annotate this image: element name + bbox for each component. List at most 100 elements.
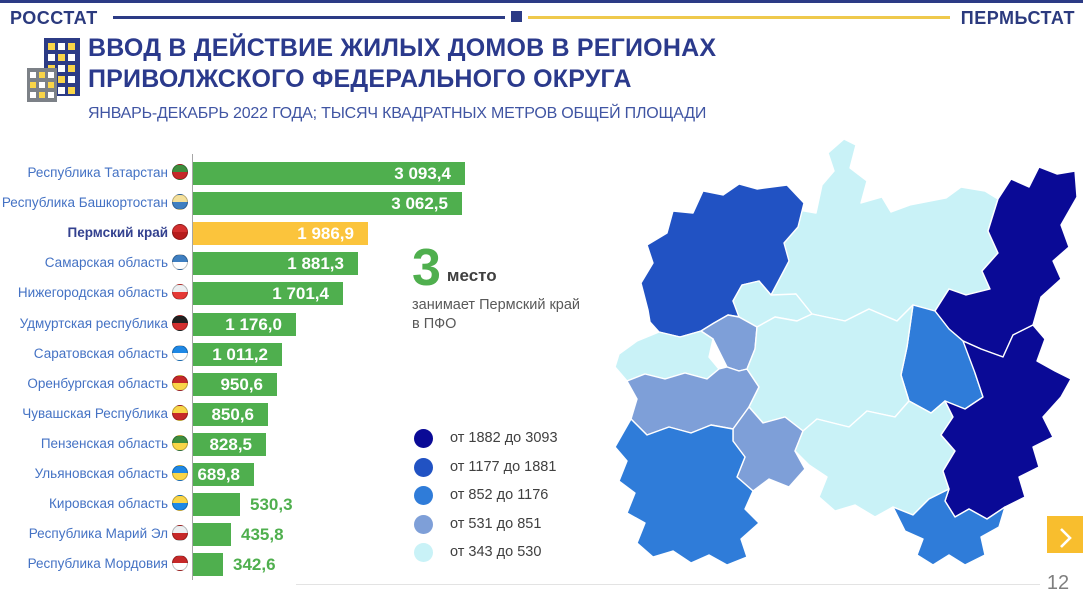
chart-axis-line <box>192 154 193 580</box>
rosstat-logo-text: РОССТАТ <box>10 8 98 28</box>
region-emblem-icon <box>172 224 188 241</box>
legend-label: от 1882 до 3093 <box>450 430 558 446</box>
legend-label: от 531 до 851 <box>450 515 542 532</box>
region-emblem-icon <box>172 555 188 572</box>
region-label: Оренбургская область <box>27 375 168 391</box>
bar-value: 689,8 <box>197 465 240 484</box>
bar-row-samara: Самарская область 1 881,3 <box>0 248 470 278</box>
region-label: Республика Татарстан <box>27 165 168 180</box>
permstat-logo-text: ПЕРМЬСТАТ <box>960 8 1075 28</box>
region-emblem-icon <box>172 344 188 361</box>
bar-value: 530,3 <box>250 495 293 515</box>
bar-row-mariel: Республика Марий Эл 435,8 <box>0 519 470 549</box>
region-label: Самарская область <box>44 255 168 271</box>
rank-unit: место <box>446 266 497 285</box>
region-label: Нижегородская область <box>17 285 168 301</box>
region-label: Республика Башкортостан <box>1 195 168 211</box>
bar-nizhny <box>193 282 343 306</box>
bar-row-penza: Пензенская область 828,5 <box>0 429 470 459</box>
page-title-line1: ВВОД В ДЕЙСТВИЕ ЖИЛЫХ ДОМОВ В РЕГИОНАХ <box>88 34 717 62</box>
bar-row-tatarstan: Республика Татарстан 3 093,4 <box>0 158 470 188</box>
bar-value: 1 701,4 <box>272 284 329 304</box>
region-emblem-icon <box>172 495 188 512</box>
legend-swatch-icon <box>414 543 433 562</box>
region-emblem-icon <box>172 284 188 301</box>
pfo-choropleth-map <box>614 138 1078 566</box>
top-border-line <box>0 0 1083 3</box>
bar-tatarstan <box>193 162 465 185</box>
bar-value: 3 093,4 <box>394 164 451 183</box>
bar-penza <box>193 432 266 456</box>
page-title: ВВОД В ДЕЙСТВИЕ ЖИЛЫХ ДОМОВ В РЕГИОНАХ П… <box>88 33 716 95</box>
rank-note: 3 место занимает Пермский край в ПФО <box>412 239 592 334</box>
bar-samara <box>193 252 358 276</box>
legend-swatch-icon <box>414 486 433 505</box>
rank-number: 3 <box>412 239 441 297</box>
bar-saratov <box>193 342 282 366</box>
bar-row-mordovia: Республика Мордовия 342,6 <box>0 549 470 579</box>
region-label: Чувашская Республика <box>22 405 168 421</box>
buildings-icon <box>27 38 80 102</box>
region-label: Республика Мордовия <box>27 556 168 572</box>
region-emblem-icon <box>172 434 188 451</box>
bar-value: 1 881,3 <box>287 254 344 274</box>
bar-value: 3 062,5 <box>391 194 448 214</box>
region-emblem-icon <box>172 194 188 211</box>
footer-divider <box>296 584 1040 585</box>
page-number: 12 <box>1046 572 1070 594</box>
header-square-marker <box>511 11 522 22</box>
region-label: Удмуртская республика <box>19 315 168 331</box>
region-emblem-icon <box>172 525 188 542</box>
bar-row-kirov: Кировская область 530,3 <box>0 489 470 519</box>
region-label: Республика Марий Эл <box>28 526 168 542</box>
region-emblem-icon <box>172 404 188 421</box>
next-page-button[interactable] <box>1047 516 1083 553</box>
region-label: Кировская область <box>49 496 168 512</box>
map-region-saratov <box>614 418 760 566</box>
bar-row-saratov: Саратовская область 1 011,2 <box>0 339 470 369</box>
region-label: Пермский край <box>67 225 168 241</box>
bar-orenburg <box>193 372 277 396</box>
bar-perm <box>193 222 368 246</box>
region-emblem-icon <box>172 254 188 271</box>
region-label: Ульяновская область <box>34 466 168 481</box>
bar-kirov <box>193 493 240 517</box>
header-gold-rule <box>528 16 950 19</box>
legend-label: от 852 до 1176 <box>450 487 549 503</box>
region-emblem-icon <box>172 314 188 331</box>
rank-caption: занимает Пермский край в ПФО <box>412 297 581 332</box>
chevron-right-icon <box>1060 527 1072 548</box>
bar-value: 850,6 <box>211 404 254 424</box>
bar-row-perm: Пермский край 1 986,9 <box>0 218 470 248</box>
bar-row-nizhny: Нижегородская область 1 701,4 <box>0 278 470 308</box>
bar-row-udmurtia: Удмуртская республика 1 176,0 <box>0 309 470 339</box>
legend-swatch-icon <box>414 514 433 534</box>
region-emblem-icon <box>172 374 188 391</box>
bar-value: 828,5 <box>209 434 252 454</box>
region-label: Пензенская область <box>40 435 168 451</box>
map-region-bashkortostan <box>940 324 1072 520</box>
legend-swatch-icon <box>414 429 433 448</box>
bar-value: 950,6 <box>220 374 263 394</box>
region-emblem-icon <box>172 164 188 180</box>
bar-ulyanovsk <box>193 463 254 486</box>
page-title-line2: ПРИВОЛЖСКОГО ФЕДЕРАЛЬНОГО ОКРУГА <box>88 65 632 93</box>
legend-swatch-icon <box>414 457 433 477</box>
bar-value: 342,6 <box>233 555 276 575</box>
bar-row-bashkortostan: Республика Башкортостан 3 062,5 <box>0 188 470 218</box>
legend-label: от 343 до 530 <box>450 544 542 560</box>
map-region-mordovia <box>614 330 720 382</box>
bar-udmurtia <box>193 312 296 336</box>
region-label: Саратовская область <box>33 345 168 361</box>
map-region-tatarstan <box>746 304 914 432</box>
bar-row-orenburg: Оренбургская область 950,6 <box>0 369 470 399</box>
bar-mariel <box>193 523 231 547</box>
bar-value: 1 011,2 <box>212 344 268 364</box>
header-navy-rule <box>113 16 505 19</box>
bar-value: 435,8 <box>241 525 284 545</box>
region-emblem-icon <box>172 465 188 481</box>
bar-value: 1 176,0 <box>225 314 282 334</box>
bar-value: 1 986,9 <box>297 224 354 244</box>
map-region-orenburg <box>892 488 1006 566</box>
bar-bashkortostan <box>193 192 462 216</box>
